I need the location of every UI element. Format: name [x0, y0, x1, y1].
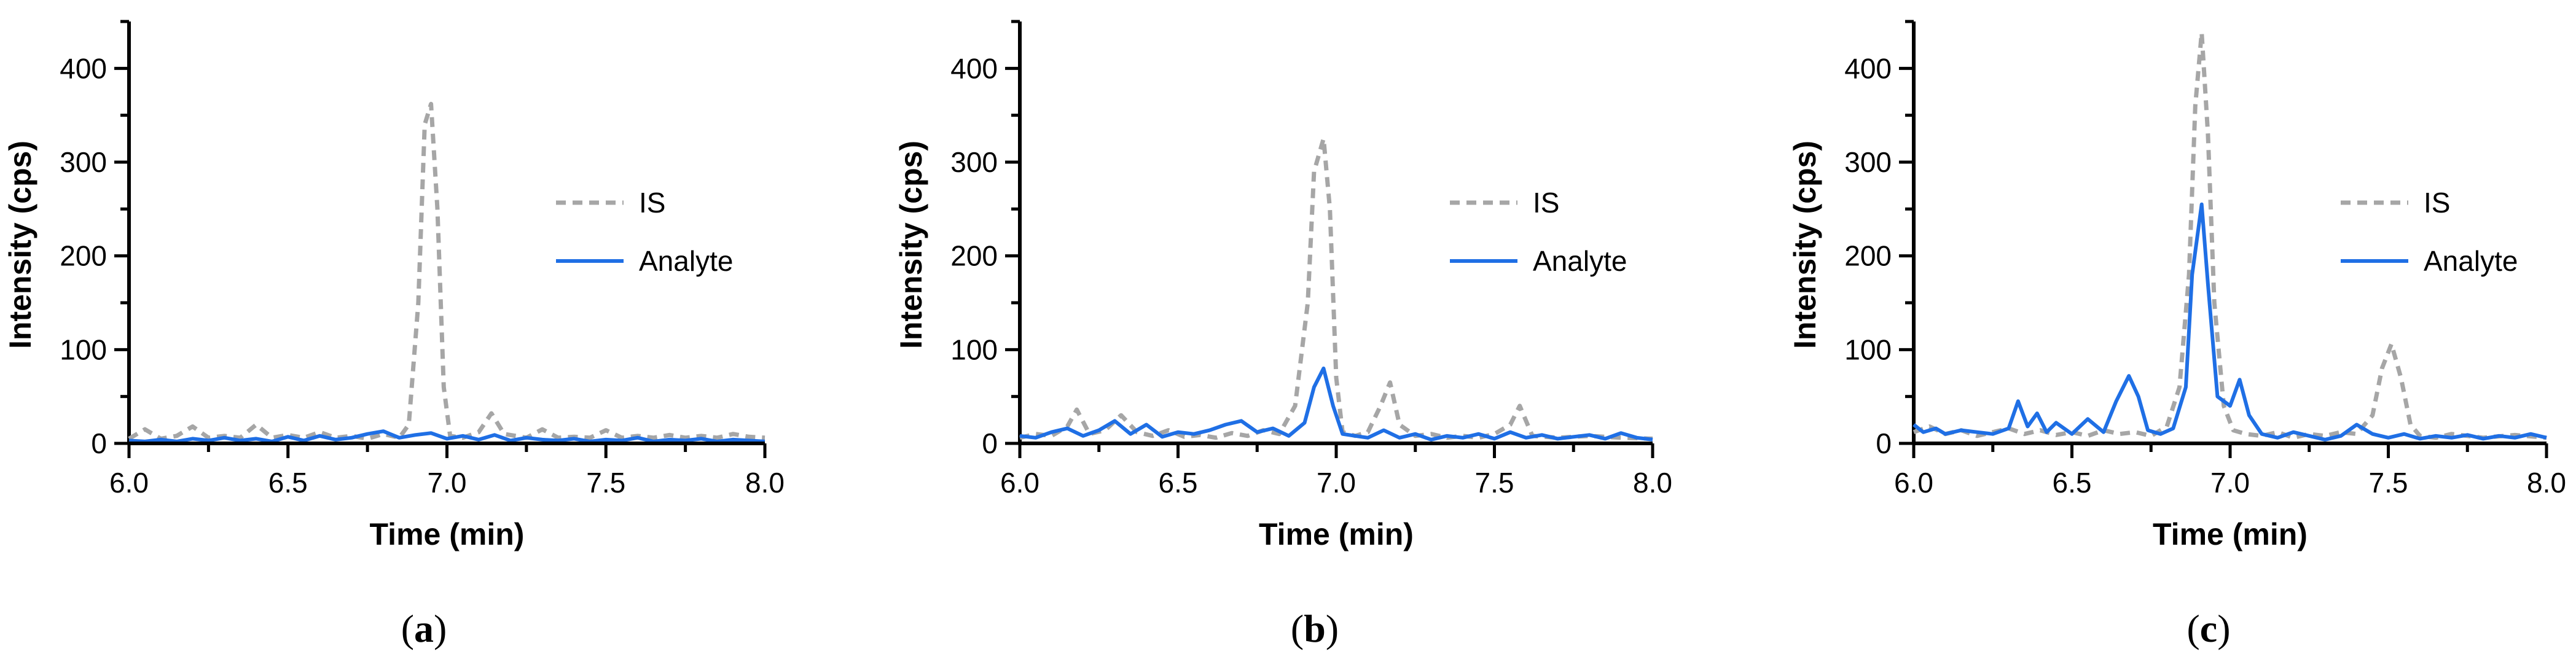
- series-line-analyte: [128, 429, 765, 443]
- series-line-analyte: [1912, 202, 2547, 442]
- x-axis-label: Time (min): [1259, 517, 1414, 551]
- panel-caption: (a): [401, 607, 447, 650]
- y-tick-label: 100: [950, 333, 998, 365]
- x-tick-label: 6.0: [1000, 467, 1039, 499]
- x-tick-label: 6.0: [109, 467, 149, 499]
- y-tick-label: 200: [950, 240, 998, 272]
- legend-label-analyte: Analyte: [1533, 245, 1627, 277]
- y-tick-label: 0: [91, 427, 107, 459]
- y-tick-label: 300: [60, 146, 107, 178]
- x-tick-label: 6.0: [1894, 467, 1933, 499]
- x-tick-label: 6.5: [1159, 467, 1198, 499]
- legend-label-is: IS: [639, 187, 665, 219]
- y-tick-label: 400: [60, 52, 107, 84]
- x-tick-label: 7.0: [2210, 467, 2250, 499]
- y-tick-label: 100: [1844, 333, 1892, 365]
- caption-open-paren: (: [401, 607, 414, 650]
- caption-letter: b: [1304, 607, 1326, 650]
- series-line-is: [1912, 30, 2547, 440]
- x-axis-label: Time (min): [370, 517, 525, 551]
- y-tick-label: 400: [1844, 52, 1892, 84]
- caption-open-paren: (: [1291, 607, 1304, 650]
- caption-close-paren: ): [434, 607, 447, 650]
- caption-letter: a: [414, 607, 434, 650]
- x-tick-label: 8.0: [1633, 467, 1672, 499]
- y-axis-label: Intensity (cps): [3, 141, 37, 349]
- legend-label-analyte: Analyte: [2424, 245, 2518, 277]
- series-line-analyte: [1019, 366, 1653, 442]
- y-axis-label: Intensity (cps): [1788, 141, 1822, 349]
- y-tick-label: 300: [1844, 146, 1892, 178]
- x-tick-label: 6.5: [268, 467, 308, 499]
- panel-b: 0 100 200 300 400 6.0 6.5 7.0 7.5 8.0 Time (min) In…: [894, 20, 1672, 650]
- y-tick-label: 200: [1844, 240, 1892, 272]
- panel-a: 0 100 200 300 400 6.0 6.5 7.0 7.5 8.0 Time (min) In…: [3, 20, 785, 650]
- x-tick-label: 8.0: [745, 467, 785, 499]
- x-tick-label: 6.5: [2053, 467, 2092, 499]
- x-tick-label: 7.5: [1475, 467, 1514, 499]
- legend-label-is: IS: [2424, 187, 2450, 219]
- x-tick-label: 7.0: [428, 467, 467, 499]
- x-axis-label: Time (min): [2153, 517, 2308, 551]
- caption-close-paren: ): [1326, 607, 1339, 650]
- x-tick-label: 7.5: [586, 467, 625, 499]
- panel-c: 0 100 200 300 400 6.0 6.5 7.0 7.5 8.0 Time (min) In…: [1788, 20, 2566, 650]
- x-tick-label: 7.0: [1317, 467, 1356, 499]
- x-tick-label: 7.5: [2369, 467, 2408, 499]
- y-tick-label: 0: [1876, 427, 1892, 459]
- series-line-is: [1019, 136, 1653, 441]
- y-tick-label: 100: [60, 333, 107, 365]
- x-tick-label: 8.0: [2527, 467, 2566, 499]
- legend-label-is: IS: [1533, 187, 1559, 219]
- y-tick-label: 400: [950, 52, 998, 84]
- caption-close-paren: ): [2217, 607, 2230, 650]
- panel-caption: (b): [1291, 607, 1339, 650]
- y-tick-label: 0: [982, 427, 998, 459]
- y-tick-label: 200: [60, 240, 107, 272]
- y-tick-label: 300: [950, 146, 998, 178]
- series-line-is: [128, 101, 765, 441]
- caption-open-paren: (: [2186, 607, 2199, 650]
- legend-label-analyte: Analyte: [639, 245, 733, 277]
- panel-caption: (c): [2186, 607, 2230, 650]
- y-axis-label: Intensity (cps): [894, 141, 928, 349]
- caption-letter: c: [2200, 607, 2217, 650]
